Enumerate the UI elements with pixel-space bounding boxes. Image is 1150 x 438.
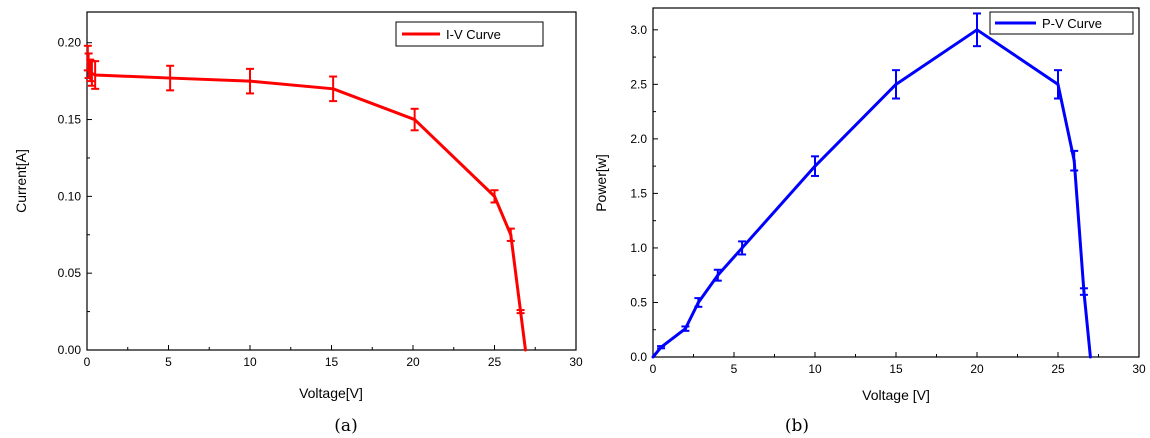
- plot-frame-b: [652, 7, 1140, 358]
- errorbars-a: [83, 44, 527, 352]
- y-tick-label: 0.10: [58, 189, 82, 203]
- y-tick-label: 1.0: [630, 241, 647, 255]
- x-tick-label: 30: [569, 355, 583, 369]
- x-tick-label: 20: [406, 355, 420, 369]
- caption-b: (b): [785, 416, 809, 436]
- chart-b: 0 5 10 15 20 25 30 0.0 0.5 1.0 1.5 2.0 2.5 3.0 Voltag…: [593, 7, 1146, 436]
- y-tick-label: 0.20: [58, 36, 82, 50]
- legend-a: I-V Curve: [395, 21, 544, 47]
- x-tick-label: 5: [731, 362, 738, 376]
- y-axis-label-b: Power[w]: [593, 154, 609, 212]
- x-axis-label-a: Voltage[V]: [299, 385, 363, 401]
- legend-label-a: I-V Curve: [446, 27, 501, 42]
- legend-label-b: P-V Curve: [1042, 16, 1102, 31]
- x-tick-label: 25: [488, 355, 502, 369]
- series-line-pv: [651, 28, 1092, 358]
- y-tick-label: 2.5: [630, 77, 647, 91]
- chart-a: 0 5 10 15 20 25 30 0.00 0.05 0.10 0.15 0.20 Voltage…: [13, 11, 583, 436]
- axis-ticks-a: 0 5 10 15 20 25 30 0.00 0.05 0.10 0.15 0.20: [58, 36, 583, 369]
- x-axis-label-b: Voltage [V]: [862, 387, 930, 403]
- y-tick-label: 3.0: [630, 23, 647, 37]
- y-tick-label: 0.0: [630, 350, 647, 364]
- x-tick-label: 20: [970, 362, 984, 376]
- series-line-iv: [86, 57, 527, 351]
- x-tick-label: 5: [165, 355, 172, 369]
- x-tick-label: 0: [650, 362, 657, 376]
- y-tick-label: 1.5: [630, 186, 647, 200]
- legend-box-a: [395, 21, 544, 47]
- x-tick-label: 15: [325, 355, 339, 369]
- y-tick-label: 0.00: [58, 343, 82, 357]
- x-tick-label: 15: [889, 362, 903, 376]
- y-tick-label: 2.0: [630, 132, 647, 146]
- y-tick-label: 0.05: [58, 266, 82, 280]
- y-tick-label: 0.5: [630, 295, 647, 309]
- axis-ticks-b: 0 5 10 15 20 25 30 0.0 0.5 1.0 1.5 2.0 2.5 3.0: [630, 23, 1146, 376]
- plot-frame-a: [86, 11, 577, 351]
- caption-a: (a): [334, 416, 357, 436]
- legend-b: P-V Curve: [989, 11, 1134, 35]
- x-tick-label: 25: [1051, 362, 1065, 376]
- x-tick-label: 10: [243, 355, 257, 369]
- x-tick-label: 0: [84, 355, 91, 369]
- x-tick-label: 30: [1132, 362, 1146, 376]
- x-tick-label: 10: [808, 362, 822, 376]
- y-tick-label: 0.15: [58, 113, 82, 127]
- errorbars-b: [651, 12, 1092, 359]
- y-axis-label-a: Current[A]: [13, 149, 29, 213]
- legend-box-b: [989, 11, 1134, 35]
